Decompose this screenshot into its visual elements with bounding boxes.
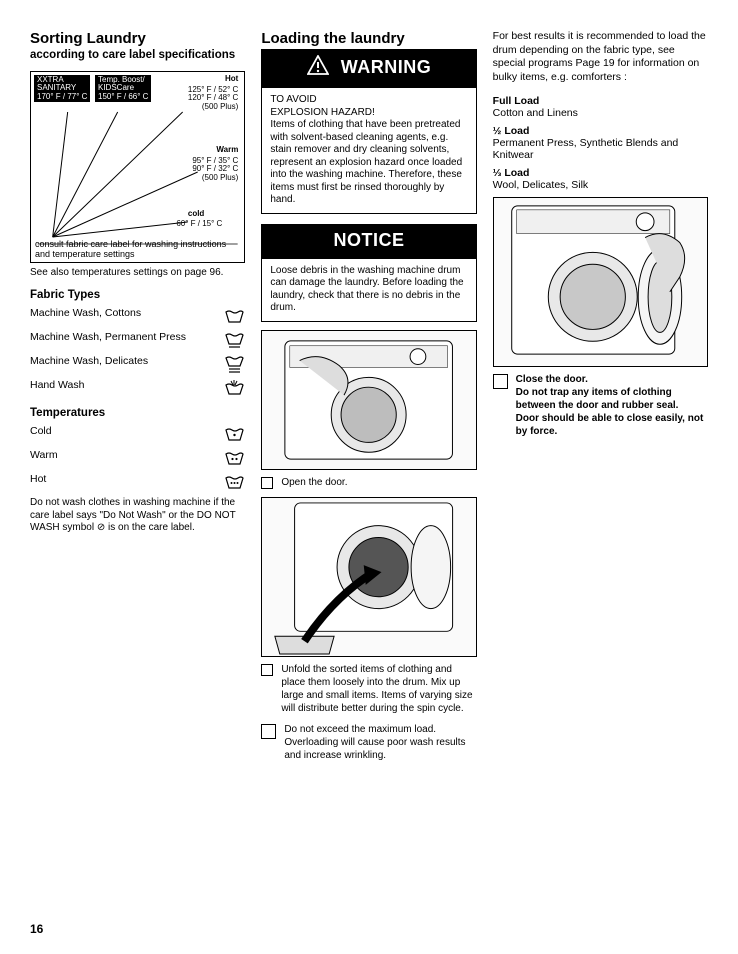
close-door-step: Close the door. Do not trap any items of… (493, 373, 708, 438)
wash-cold-icon (223, 425, 245, 443)
load-desc: Cotton and Linens (493, 107, 708, 119)
page-number: 16 (30, 922, 43, 936)
step-text: Unfold the sorted items of clothing and … (281, 663, 476, 715)
step-exceed: Do not exceed the maximum load. Overload… (261, 723, 476, 762)
fabric-types-heading: Fabric Types (30, 289, 245, 301)
warning-triangle-icon (307, 55, 329, 80)
load-clothes-illustration (261, 497, 476, 657)
warning-banner: WARNING (261, 49, 476, 87)
half-load-block: ½ Load Permanent Press, Synthetic Blends… (493, 125, 708, 161)
temp-row: Warm (30, 449, 245, 467)
load-desc: Wool, Delicates, Silk (493, 179, 708, 191)
wash-hot-icon (223, 473, 245, 491)
warning-line: Items of clothing that have been pretrea… (270, 119, 462, 205)
washer-load-icon (262, 498, 475, 656)
warning-label: WARNING (341, 57, 432, 78)
do-not-wash-note: Do not wash clothes in washing machine i… (30, 497, 245, 535)
load-title: Full Load (493, 95, 708, 107)
wash-tub-1bar-icon (223, 331, 245, 349)
close-door-title: Close the door. (516, 374, 588, 385)
warning-line: EXPLOSION HAZARD! (270, 107, 374, 118)
sorting-heading: Sorting Laundry (30, 30, 245, 47)
temp-row: Cold (30, 425, 245, 443)
temp-label: Cold (30, 425, 223, 438)
loading-heading: Loading the laundry (261, 30, 476, 47)
fabric-row: Machine Wash, Cottons (30, 307, 245, 325)
open-door-illustration (261, 330, 476, 470)
temperatures-heading: Temperatures (30, 407, 245, 419)
step-text: Do not exceed the maximum load. Overload… (284, 723, 476, 762)
close-door-illustration (493, 197, 708, 367)
notice-label: NOTICE (333, 230, 404, 251)
close-door-line: Door should be able to close easily, not… (516, 413, 704, 437)
full-load-block: Full Load Cotton and Linens (493, 95, 708, 119)
notice-banner: NOTICE (261, 224, 476, 258)
step-open: Open the door. (261, 476, 476, 489)
close-door-text: Close the door. Do not trap any items of… (516, 373, 708, 438)
temp-label: Hot (30, 473, 223, 486)
column-sorting: Sorting Laundry according to care label … (30, 30, 245, 770)
fabric-row: Hand Wash (30, 379, 245, 397)
hand-wash-icon (223, 379, 245, 397)
washer-close-icon (494, 198, 707, 366)
fabric-label: Hand Wash (30, 379, 223, 392)
load-title: ½ Load (493, 125, 708, 137)
load-desc: Permanent Press, Synthetic Blends and Kn… (493, 137, 708, 161)
checkbox-icon (261, 724, 276, 739)
load-intro: For best results it is recommended to lo… (493, 30, 708, 85)
step-text: Open the door. (281, 476, 347, 489)
column-load-sizes: For best results it is recommended to lo… (493, 30, 708, 770)
washer-open-icon (262, 331, 475, 469)
close-door-line: Do not trap any items of clothing betwee… (516, 387, 679, 411)
fabric-row: Machine Wash, Permanent Press (30, 331, 245, 349)
temp-row: Hot (30, 473, 245, 491)
wash-warm-icon (223, 449, 245, 467)
checkbox-icon (493, 374, 508, 389)
fabric-label: Machine Wash, Cottons (30, 307, 223, 320)
warning-body: TO AVOID EXPLOSION HAZARD! Items of clot… (261, 87, 476, 214)
see-also-note: See also temperatures settings on page 9… (30, 267, 245, 280)
wash-tub-icon (223, 307, 245, 325)
notice-body: Loose debris in the washing machine drum… (261, 258, 476, 322)
fabric-row: Machine Wash, Delicates (30, 355, 245, 373)
load-title: ⅓ Load (493, 167, 708, 179)
temp-label: Warm (30, 449, 223, 462)
diagram-rays-icon (31, 72, 244, 262)
column-loading: Loading the laundry WARNING TO AVOID EXP… (261, 30, 476, 770)
third-load-block: ⅓ Load Wool, Delicates, Silk (493, 167, 708, 191)
temperature-diagram: XXTRASANITARY170° F / 77° C Temp. Boost/… (30, 71, 245, 263)
wash-tub-2bar-icon (223, 355, 245, 373)
sorting-subheading: according to care label specifications (30, 49, 245, 63)
step-unfold: Unfold the sorted items of clothing and … (261, 663, 476, 715)
fabric-label: Machine Wash, Permanent Press (30, 331, 223, 344)
checkbox-icon (261, 477, 273, 489)
warning-line: TO AVOID (270, 94, 316, 105)
diagram-caption: consult fabric care label for washing in… (35, 240, 240, 260)
fabric-label: Machine Wash, Delicates (30, 355, 223, 368)
checkbox-icon (261, 664, 273, 676)
